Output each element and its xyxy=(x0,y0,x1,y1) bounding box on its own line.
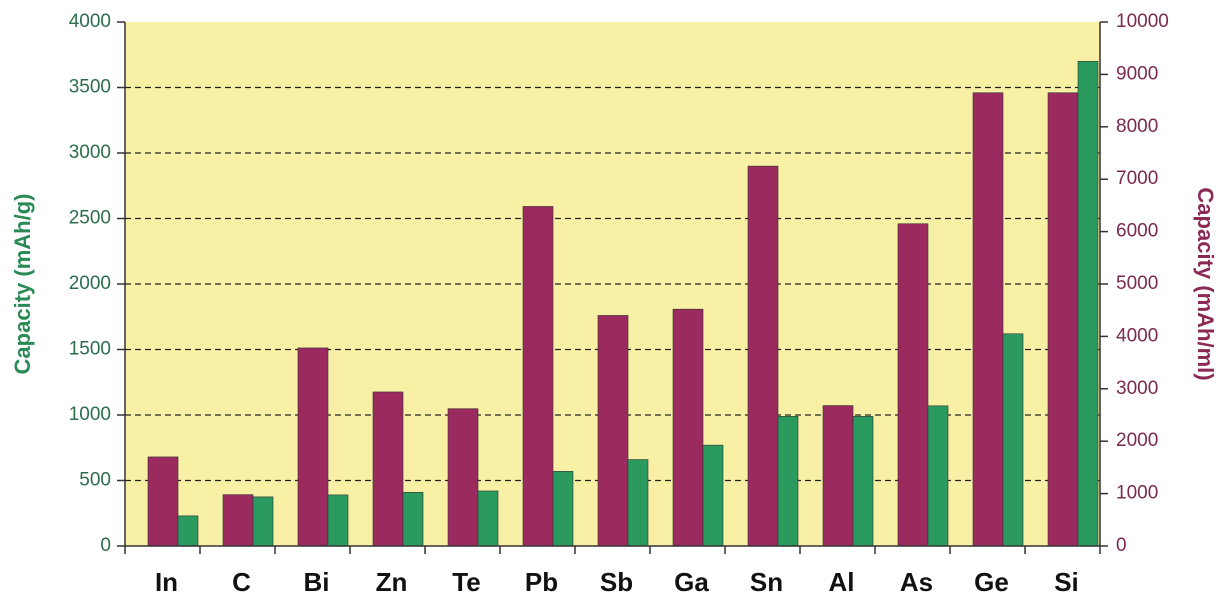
y2-tick-label: 4000 xyxy=(1116,325,1158,346)
bar xyxy=(222,494,254,547)
bar xyxy=(852,416,874,547)
bar xyxy=(897,223,929,547)
y-tick-label: 2000 xyxy=(69,273,111,294)
x-tick-label: Bi xyxy=(304,567,330,597)
bar xyxy=(597,315,629,547)
y2-tick-label: 2000 xyxy=(1116,430,1158,451)
bar xyxy=(777,416,799,547)
x-tick-label: Si xyxy=(1054,567,1079,597)
x-tick-label: Zn xyxy=(376,567,408,597)
x-tick-label: As xyxy=(900,567,933,597)
bar xyxy=(522,206,554,547)
y-tick-label: 0 xyxy=(100,535,111,556)
y-tick-label: 1500 xyxy=(69,339,111,360)
bar xyxy=(552,471,574,547)
bar xyxy=(972,92,1004,547)
y-tick-label: 2500 xyxy=(69,208,111,229)
x-tick-label: Ga xyxy=(674,567,709,597)
y-tick-label: 4000 xyxy=(69,11,111,32)
y-axis-label: Capacity (mAh/g) xyxy=(10,194,35,375)
x-tick-label: Al xyxy=(829,567,855,597)
x-tick-label: Te xyxy=(452,567,480,597)
x-tick-label: Sn xyxy=(750,567,783,597)
bar xyxy=(1077,60,1099,547)
y-tick-label: 1000 xyxy=(69,404,111,425)
x-tick-label: C xyxy=(232,567,251,597)
y-tick-label: 3500 xyxy=(69,77,111,98)
bar xyxy=(1002,333,1024,547)
bar xyxy=(927,405,949,547)
y2-axis-label: Capacity (mAh/ml) xyxy=(1193,187,1218,380)
bar xyxy=(297,347,329,547)
bar xyxy=(702,444,724,547)
x-tick-label: Ge xyxy=(974,567,1009,597)
bar xyxy=(402,491,424,547)
bar xyxy=(147,456,179,547)
bar xyxy=(747,165,779,547)
x-tick-label: In xyxy=(155,567,178,597)
y2-tick-label: 0 xyxy=(1116,535,1127,556)
bar xyxy=(447,408,479,547)
bar xyxy=(177,515,199,547)
y2-tick-label: 3000 xyxy=(1116,378,1158,399)
y2-tick-label: 1000 xyxy=(1116,483,1158,504)
y2-tick-label: 7000 xyxy=(1116,168,1158,189)
bar xyxy=(822,405,854,547)
y2-tick-label: 5000 xyxy=(1116,273,1158,294)
y2-tick-label: 8000 xyxy=(1116,116,1158,137)
x-tick-label: Sb xyxy=(600,567,633,597)
bar xyxy=(372,391,404,547)
bar xyxy=(327,494,349,547)
bar xyxy=(672,308,704,547)
y-tick-label: 3000 xyxy=(69,142,111,163)
x-tick-label: Pb xyxy=(525,567,558,597)
y2-tick-label: 6000 xyxy=(1116,221,1158,242)
y2-tick-label: 10000 xyxy=(1116,11,1169,32)
bar xyxy=(252,496,274,547)
bar xyxy=(627,459,649,547)
bar xyxy=(477,490,499,547)
y2-tick-label: 9000 xyxy=(1116,63,1158,84)
y-tick-label: 500 xyxy=(79,470,111,491)
bar xyxy=(1047,92,1079,547)
